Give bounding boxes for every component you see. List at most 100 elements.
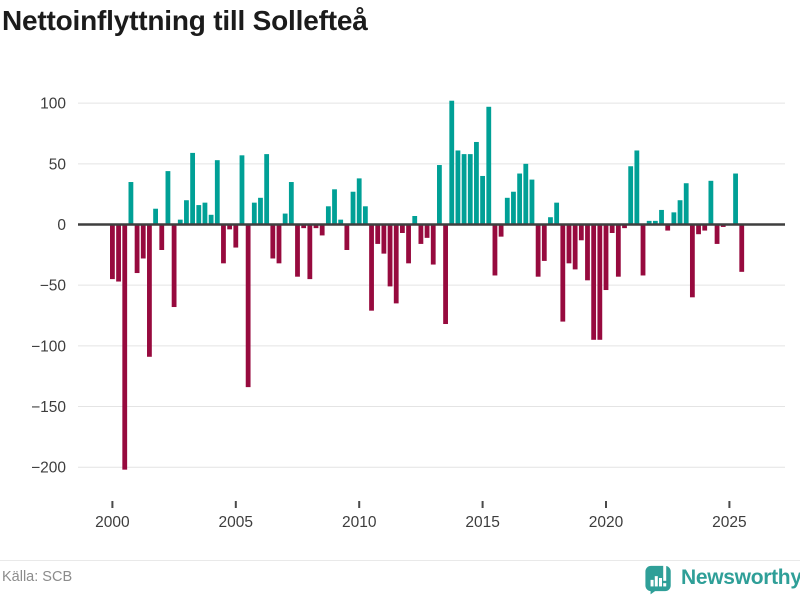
bar-negative [492, 224, 498, 276]
bar-negative [147, 224, 152, 357]
bar-negative [714, 224, 720, 244]
bar-negative [622, 224, 627, 229]
bar-positive [461, 154, 467, 225]
bar-positive [659, 209, 664, 225]
bar-positive [190, 152, 196, 225]
bar-negative [221, 224, 226, 264]
bar-negative [295, 224, 300, 277]
bar-negative [301, 224, 307, 229]
bar-negative [560, 224, 566, 322]
bar-positive [208, 214, 214, 225]
bar-negative [443, 224, 448, 325]
bar-positive [504, 197, 510, 225]
bar-negative [609, 224, 615, 233]
x-axis-label: 2000 [95, 514, 130, 531]
bar-positive [480, 175, 485, 225]
bar-positive [362, 206, 368, 225]
bar-negative [541, 224, 547, 261]
bar-negative [276, 224, 282, 264]
bar-negative [597, 224, 603, 340]
bar-positive [554, 202, 560, 225]
bar-negative [665, 224, 671, 231]
bar-positive [184, 200, 189, 225]
bar-negative [393, 224, 399, 304]
bar-positive [332, 189, 337, 225]
bar-positive [486, 106, 492, 225]
bar-positive [239, 155, 245, 225]
bar-positive [683, 183, 689, 225]
bar-positive [523, 163, 529, 225]
bar-negative [381, 224, 387, 254]
bar-negative [418, 224, 424, 244]
bar-negative [591, 224, 597, 340]
bar-negative [696, 224, 701, 235]
bar-positive [733, 173, 738, 225]
bar-positive [282, 213, 288, 225]
bar-positive [455, 150, 461, 225]
bar-chart-bubble-icon [645, 563, 671, 595]
bar-negative [369, 224, 374, 311]
bar-negative [615, 224, 621, 277]
bar-negative [319, 224, 325, 236]
bar-positive [165, 171, 171, 225]
bar-positive [548, 217, 553, 225]
bar-positive [708, 180, 714, 225]
bar-negative [689, 224, 695, 298]
bar-positive [288, 182, 294, 225]
bar-positive [338, 219, 344, 225]
bar-positive [214, 160, 220, 225]
bar-negative [424, 224, 430, 238]
bar-positive [177, 219, 183, 225]
bar-positive [264, 154, 270, 225]
bar-positive [325, 206, 331, 225]
bar-positive [529, 179, 535, 225]
bar-negative [603, 224, 609, 291]
bar-negative [578, 224, 584, 241]
x-axis-label: 2025 [712, 514, 746, 531]
bar-negative [572, 224, 578, 270]
bar-negative [585, 224, 590, 281]
bar-positive [677, 200, 683, 225]
bar-negative [122, 224, 128, 470]
bar-positive [437, 165, 442, 225]
bar-positive [202, 202, 208, 225]
bar-positive [258, 197, 263, 225]
y-axis-label: −50 [40, 278, 67, 295]
y-axis-label: 100 [40, 96, 66, 113]
bar-negative [307, 224, 313, 280]
bar-positive [511, 191, 516, 225]
source-label: Källa: SCB [2, 569, 73, 585]
x-axis-label: 2015 [465, 514, 499, 531]
bar-positive [412, 216, 418, 225]
bar-negative [387, 224, 393, 287]
bar-negative [313, 224, 319, 229]
bar-positive [128, 182, 134, 225]
bar-positive [517, 173, 523, 225]
chart-title: Nettoinflyttning till Sollefteå [2, 5, 368, 36]
y-axis-label: −200 [31, 460, 66, 477]
bar-negative [140, 224, 146, 259]
bar-negative [406, 224, 411, 264]
bar-positive [449, 100, 455, 225]
newsworthy-logo: Newsworthy [644, 561, 800, 595]
bar-negative [399, 224, 405, 233]
bar-negative [116, 224, 121, 282]
x-axis-label: 2010 [342, 514, 377, 531]
bar-negative [233, 224, 239, 248]
bar-positive [467, 154, 473, 225]
bar-negative [739, 224, 745, 272]
bar-negative [498, 224, 504, 237]
x-axis-label: 2020 [589, 514, 624, 531]
bar-negative [702, 224, 708, 231]
y-axis-label: −150 [31, 399, 66, 416]
bar-negative [375, 224, 381, 244]
bar-positive [628, 166, 634, 225]
bar-positive [646, 220, 652, 225]
bar-positive [196, 205, 202, 225]
footer-divider [0, 560, 800, 561]
bar-negative [245, 224, 251, 388]
bar-negative [159, 224, 165, 250]
bar-positive [652, 220, 658, 225]
bar-negative [227, 224, 233, 230]
